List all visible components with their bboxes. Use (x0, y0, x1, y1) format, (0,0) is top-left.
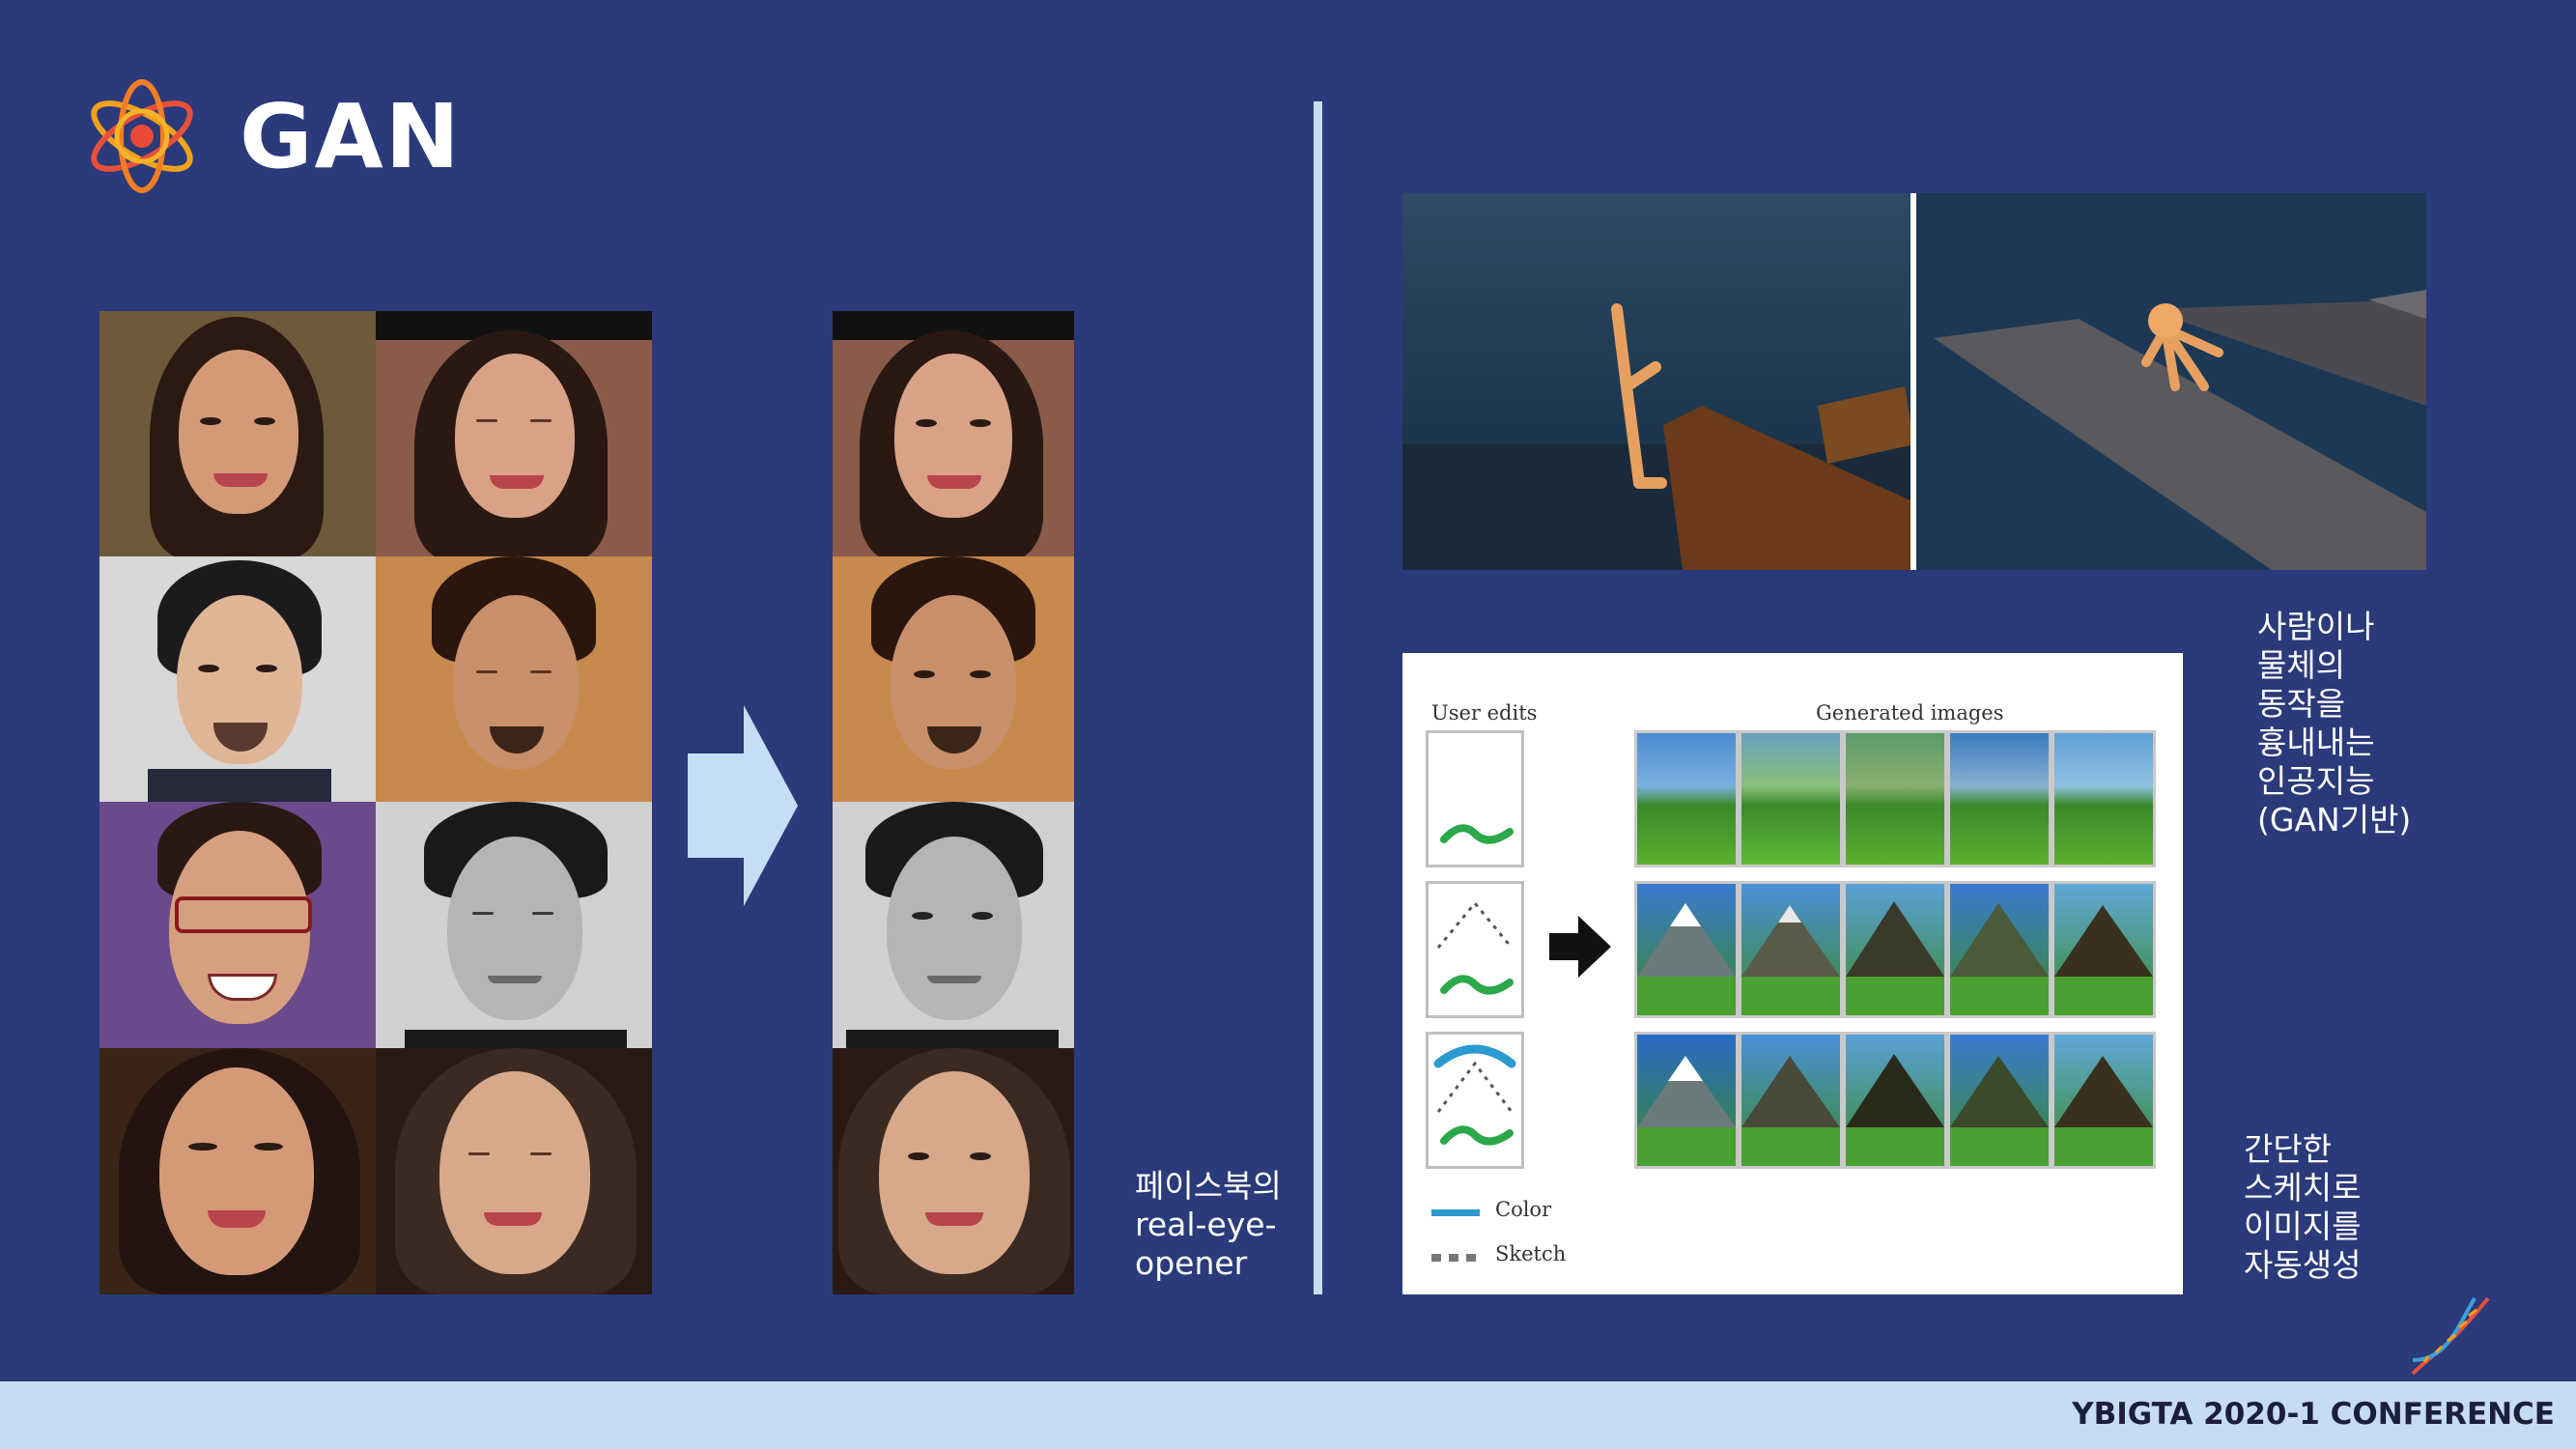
generated-thumbnail (1947, 881, 2052, 1018)
face-photo (376, 311, 652, 556)
face-photo (99, 1048, 376, 1294)
legend-color-swatch (1431, 1209, 1480, 1216)
face-column-output (833, 311, 1074, 1294)
caption-sketch: 간단한 스케치로 이미지를 자동생성 (2244, 1130, 2362, 1284)
section-divider (1314, 101, 1322, 1294)
caption-eye-opener: 페이스북의 real-eye- opener (1135, 1167, 1282, 1282)
generated-thumbnail (2052, 730, 2156, 867)
generated-thumbnail (1634, 881, 1739, 1018)
face-photo (99, 556, 376, 802)
legend-sketch-swatch (1431, 1254, 1480, 1262)
legend-sketch-label: Sketch (1495, 1242, 1567, 1265)
face-photo (833, 311, 1074, 556)
sketch-input (1426, 730, 1524, 867)
slide-title: GAN (240, 85, 462, 188)
generated-thumbnail (1634, 1032, 1739, 1169)
dna-helix-icon (2407, 1293, 2494, 1379)
right-arrow-icon (688, 705, 798, 906)
legend-color-label: Color (1495, 1198, 1552, 1221)
generated-thumbnail (1843, 881, 1947, 1018)
generated-thumbnail (1947, 1032, 2052, 1169)
face-photo (376, 1048, 652, 1294)
generated-images-label: Generated images (1816, 701, 2004, 724)
sketch-input (1426, 881, 1524, 1018)
face-photo (99, 311, 376, 556)
footer-band (0, 1381, 2576, 1449)
generated-thumbnail (1843, 1032, 1947, 1169)
generated-thumbnail (1739, 1032, 1843, 1169)
generated-thumbnail (1843, 730, 1947, 867)
face-grid-input (99, 311, 652, 1294)
generated-thumbnail (1739, 730, 1843, 867)
atom-icon (91, 79, 193, 193)
face-photo (833, 556, 1074, 802)
face-photo (376, 556, 652, 802)
generated-thumbnail (1634, 730, 1739, 867)
sketch-generation-figure: User edits Generated images Color Sketch (1402, 653, 2183, 1294)
motion-simulation-image (1402, 193, 2426, 570)
footer-label: YBIGTA 2020-1 CONFERENCE (2072, 1397, 2555, 1432)
generated-thumbnail (2052, 881, 2156, 1018)
generated-thumbnail (1739, 881, 1843, 1018)
caption-motion: 사람이나 물체의 동작을 흉내내는 인공지능 (GAN기반) (2257, 608, 2412, 838)
generated-thumbnail (1947, 730, 2052, 867)
right-arrow-icon (1549, 916, 1611, 978)
user-edits-label: User edits (1431, 701, 1538, 724)
logo (83, 77, 201, 195)
face-photo (99, 802, 376, 1048)
face-photo (833, 1048, 1074, 1294)
generated-thumbnail (2052, 1032, 2156, 1169)
face-photo (833, 802, 1074, 1048)
sketch-input (1426, 1032, 1524, 1169)
face-photo (376, 802, 652, 1048)
